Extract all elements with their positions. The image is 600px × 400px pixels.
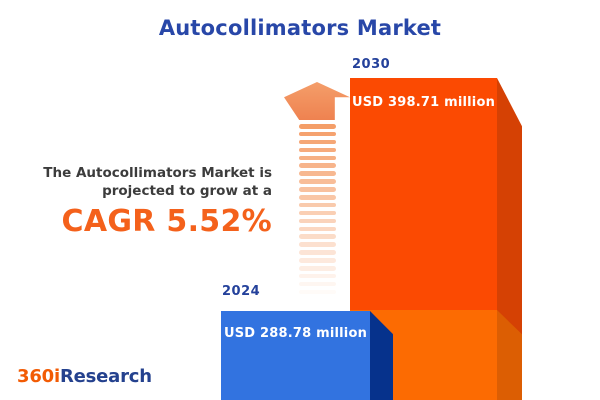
logo-research-text: Research <box>59 366 152 387</box>
annotation-line-1: The Autocollimators Market is <box>43 165 272 181</box>
arrow-stripe <box>299 147 336 153</box>
arrow-stripe <box>299 289 336 295</box>
arrow-stripe <box>299 171 336 176</box>
bar-2024-side-face <box>370 311 393 400</box>
annotation-line-2: projected to grow at a <box>102 183 272 199</box>
arrow-stripe <box>299 210 336 216</box>
arrow-stripe <box>299 195 336 200</box>
arrow-stripe <box>299 226 336 232</box>
arrow-stripe <box>299 139 336 145</box>
brand-logo: 360iResearch <box>17 366 152 387</box>
arrow-stripe <box>299 155 336 161</box>
growth-annotation: The Autocollimators Market is projected … <box>43 164 272 239</box>
up-arrow-icon <box>284 82 350 120</box>
bar-2030-value-label: USD 398.71 million <box>351 95 496 110</box>
bar-2024-value-label: USD 288.78 million <box>223 326 368 341</box>
arrow-stripes <box>299 124 336 298</box>
arrow-stripe <box>299 281 336 287</box>
arrow-stripe <box>299 187 336 192</box>
arrow-stripe <box>299 218 336 224</box>
arrow-stripe <box>299 131 336 137</box>
cagr-value-text: CAGR 5.52% <box>61 204 272 239</box>
arrow-stripe <box>299 273 336 279</box>
bar-2024-front-face <box>221 311 370 400</box>
year-label-2030: 2030 <box>352 57 391 72</box>
arrow-stripe <box>299 179 336 184</box>
arrow-stripe <box>299 266 336 271</box>
arrow-stripe <box>299 124 336 129</box>
chart-title: Autocollimators Market <box>158 16 442 40</box>
arrow-stripe <box>299 163 336 168</box>
arrow-stripe <box>299 258 336 263</box>
arrow-stripe <box>299 234 336 239</box>
arrow-stripe <box>299 242 336 247</box>
logo-360i-text: 360i <box>17 366 60 387</box>
arrow-stripe <box>299 202 336 208</box>
year-label-2024: 2024 <box>222 284 261 299</box>
arrow-stripe <box>299 250 336 255</box>
